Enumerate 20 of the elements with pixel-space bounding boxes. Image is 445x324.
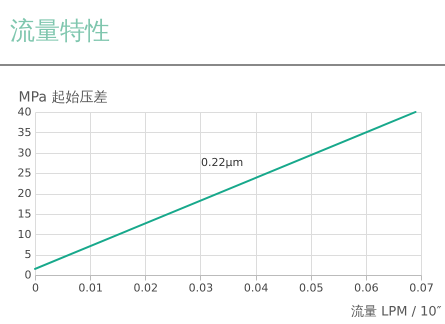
chart-title: 流量特性 (10, 15, 110, 47)
y-axis-title: MPa 起始压差 (18, 90, 108, 106)
y-tick-label: 15 (18, 207, 32, 220)
x-tick-label: 0.07 (409, 282, 434, 294)
x-axis-title: 流量 LPM / 10″ (351, 304, 442, 320)
y-tick-label: 10 (18, 228, 32, 241)
y-tick-label: 20 (18, 187, 32, 200)
y-tick-label: 30 (18, 146, 32, 160)
y-tick-label: 5 (24, 248, 32, 262)
x-tick-label: 0.04 (244, 282, 268, 294)
x-tick-label: 0.02 (134, 282, 158, 294)
x-tick-label: 0.01 (78, 282, 103, 294)
x-tick-label: 0.03 (188, 282, 214, 294)
x-tick-label: 0.06 (354, 282, 379, 294)
y-tick-label: 40 (18, 106, 32, 118)
y-tick-label: 25 (18, 166, 32, 180)
x-tick-label: 0.05 (298, 282, 324, 294)
annotation: 0.22μm (201, 156, 244, 169)
y-tick-label: 35 (18, 126, 32, 139)
y-tick-label: 0 (24, 268, 32, 282)
